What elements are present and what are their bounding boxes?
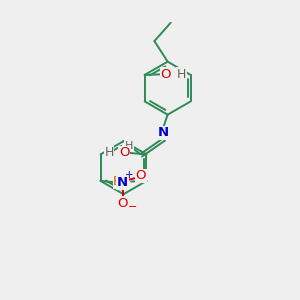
Text: N: N (117, 176, 128, 189)
Text: O: O (117, 197, 128, 210)
Text: N: N (158, 126, 169, 140)
Text: +: + (125, 170, 134, 180)
Text: O: O (119, 146, 130, 159)
Text: O: O (136, 169, 146, 182)
Text: H: H (176, 68, 186, 81)
Text: −: − (128, 202, 137, 212)
Text: H: H (125, 141, 133, 151)
Text: O: O (161, 68, 171, 81)
Text: Br: Br (113, 175, 128, 188)
Text: H: H (104, 146, 114, 159)
